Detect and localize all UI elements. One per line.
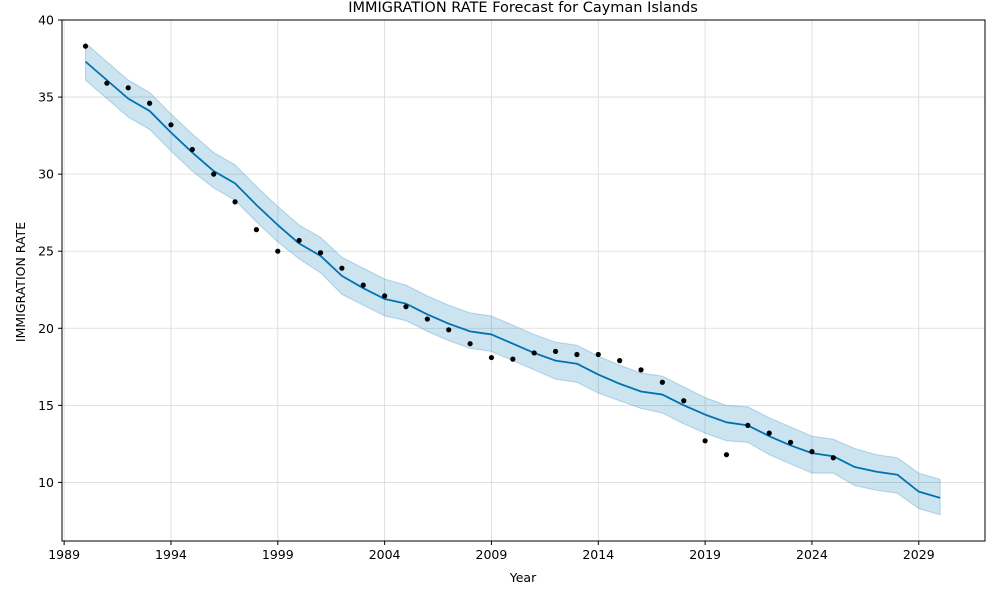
- observed-series: [82, 43, 836, 461]
- observed-point-1998: [253, 227, 260, 233]
- observed-point-1992: [125, 85, 131, 91]
- observed-point-1994: [168, 122, 174, 128]
- observed-point-2010: [510, 356, 516, 362]
- observed-point-1996: [211, 171, 217, 177]
- x-axis-label: Year: [509, 570, 537, 585]
- observed-point-2000: [296, 237, 302, 244]
- y-tick-label-10: 10: [38, 475, 54, 490]
- x-tick-label-2014: 2014: [582, 547, 614, 562]
- y-tick-label-15: 15: [38, 398, 54, 413]
- forecast-series: [84, 60, 941, 499]
- grid: [62, 19, 985, 541]
- observed-point-2014: [595, 351, 601, 358]
- observed-point-2005: [403, 304, 409, 310]
- observed-point-1991: [104, 80, 110, 86]
- observed-point-2006: [424, 316, 430, 322]
- observed-point-2012: [552, 348, 559, 355]
- observed-point-1995: [189, 146, 195, 153]
- observed-point-2009: [488, 354, 495, 361]
- observed-point-2020: [723, 452, 730, 458]
- observed-point-2011: [531, 350, 537, 356]
- observed-point-2024: [809, 449, 815, 455]
- observed-point-1999: [275, 248, 281, 254]
- y-tick-label-20: 20: [38, 321, 54, 336]
- observed-point-2023: [787, 439, 794, 445]
- observed-point-2002: [339, 265, 345, 271]
- observed-point-2022: [766, 430, 772, 436]
- observed-point-2025: [830, 455, 836, 461]
- x-tick-label-1999: 1999: [262, 547, 294, 562]
- observed-point-1993: [147, 100, 153, 106]
- y-tick-label-25: 25: [38, 244, 54, 259]
- x-tick-label-1994: 1994: [155, 547, 187, 562]
- observed-point-2003: [360, 282, 366, 288]
- observed-point-2018: [681, 398, 687, 404]
- observed-point-2013: [574, 351, 580, 358]
- y-tick-label-30: 30: [38, 167, 54, 182]
- observed-point-2021: [745, 422, 751, 428]
- forecast-line: [84, 60, 941, 499]
- y-axis-label: IMMIGRATION RATE: [13, 222, 28, 342]
- x-tick-label-2004: 2004: [369, 547, 401, 562]
- observed-point-1997: [232, 199, 238, 205]
- axes: 1989 1994 1999 2004 2009 2014 2019 2024 2029 10 15…: [38, 13, 986, 562]
- x-tick-label-2029: 2029: [903, 547, 935, 562]
- observed-point-2007: [446, 327, 452, 333]
- observed-point-1990: [82, 43, 89, 49]
- x-tick-label-1989: 1989: [48, 547, 80, 562]
- observed-point-2004: [382, 293, 388, 299]
- observed-point-2015: [617, 358, 623, 364]
- observed-point-2016: [638, 367, 644, 373]
- plot-frame: [61, 19, 986, 542]
- x-tick-label-2009: 2009: [476, 547, 508, 562]
- observed-point-2001: [317, 250, 324, 256]
- y-tick-label-40: 40: [38, 13, 54, 28]
- y-tick-label-35: 35: [38, 90, 54, 105]
- x-tick-label-2019: 2019: [689, 547, 721, 562]
- x-tick-label-2024: 2024: [796, 547, 828, 562]
- observed-point-2008: [467, 341, 473, 347]
- chart-title: IMMIGRATION RATE Forecast for Cayman Isl…: [348, 0, 698, 16]
- observed-point-2019: [702, 438, 708, 444]
- observed-point-2017: [659, 379, 665, 385]
